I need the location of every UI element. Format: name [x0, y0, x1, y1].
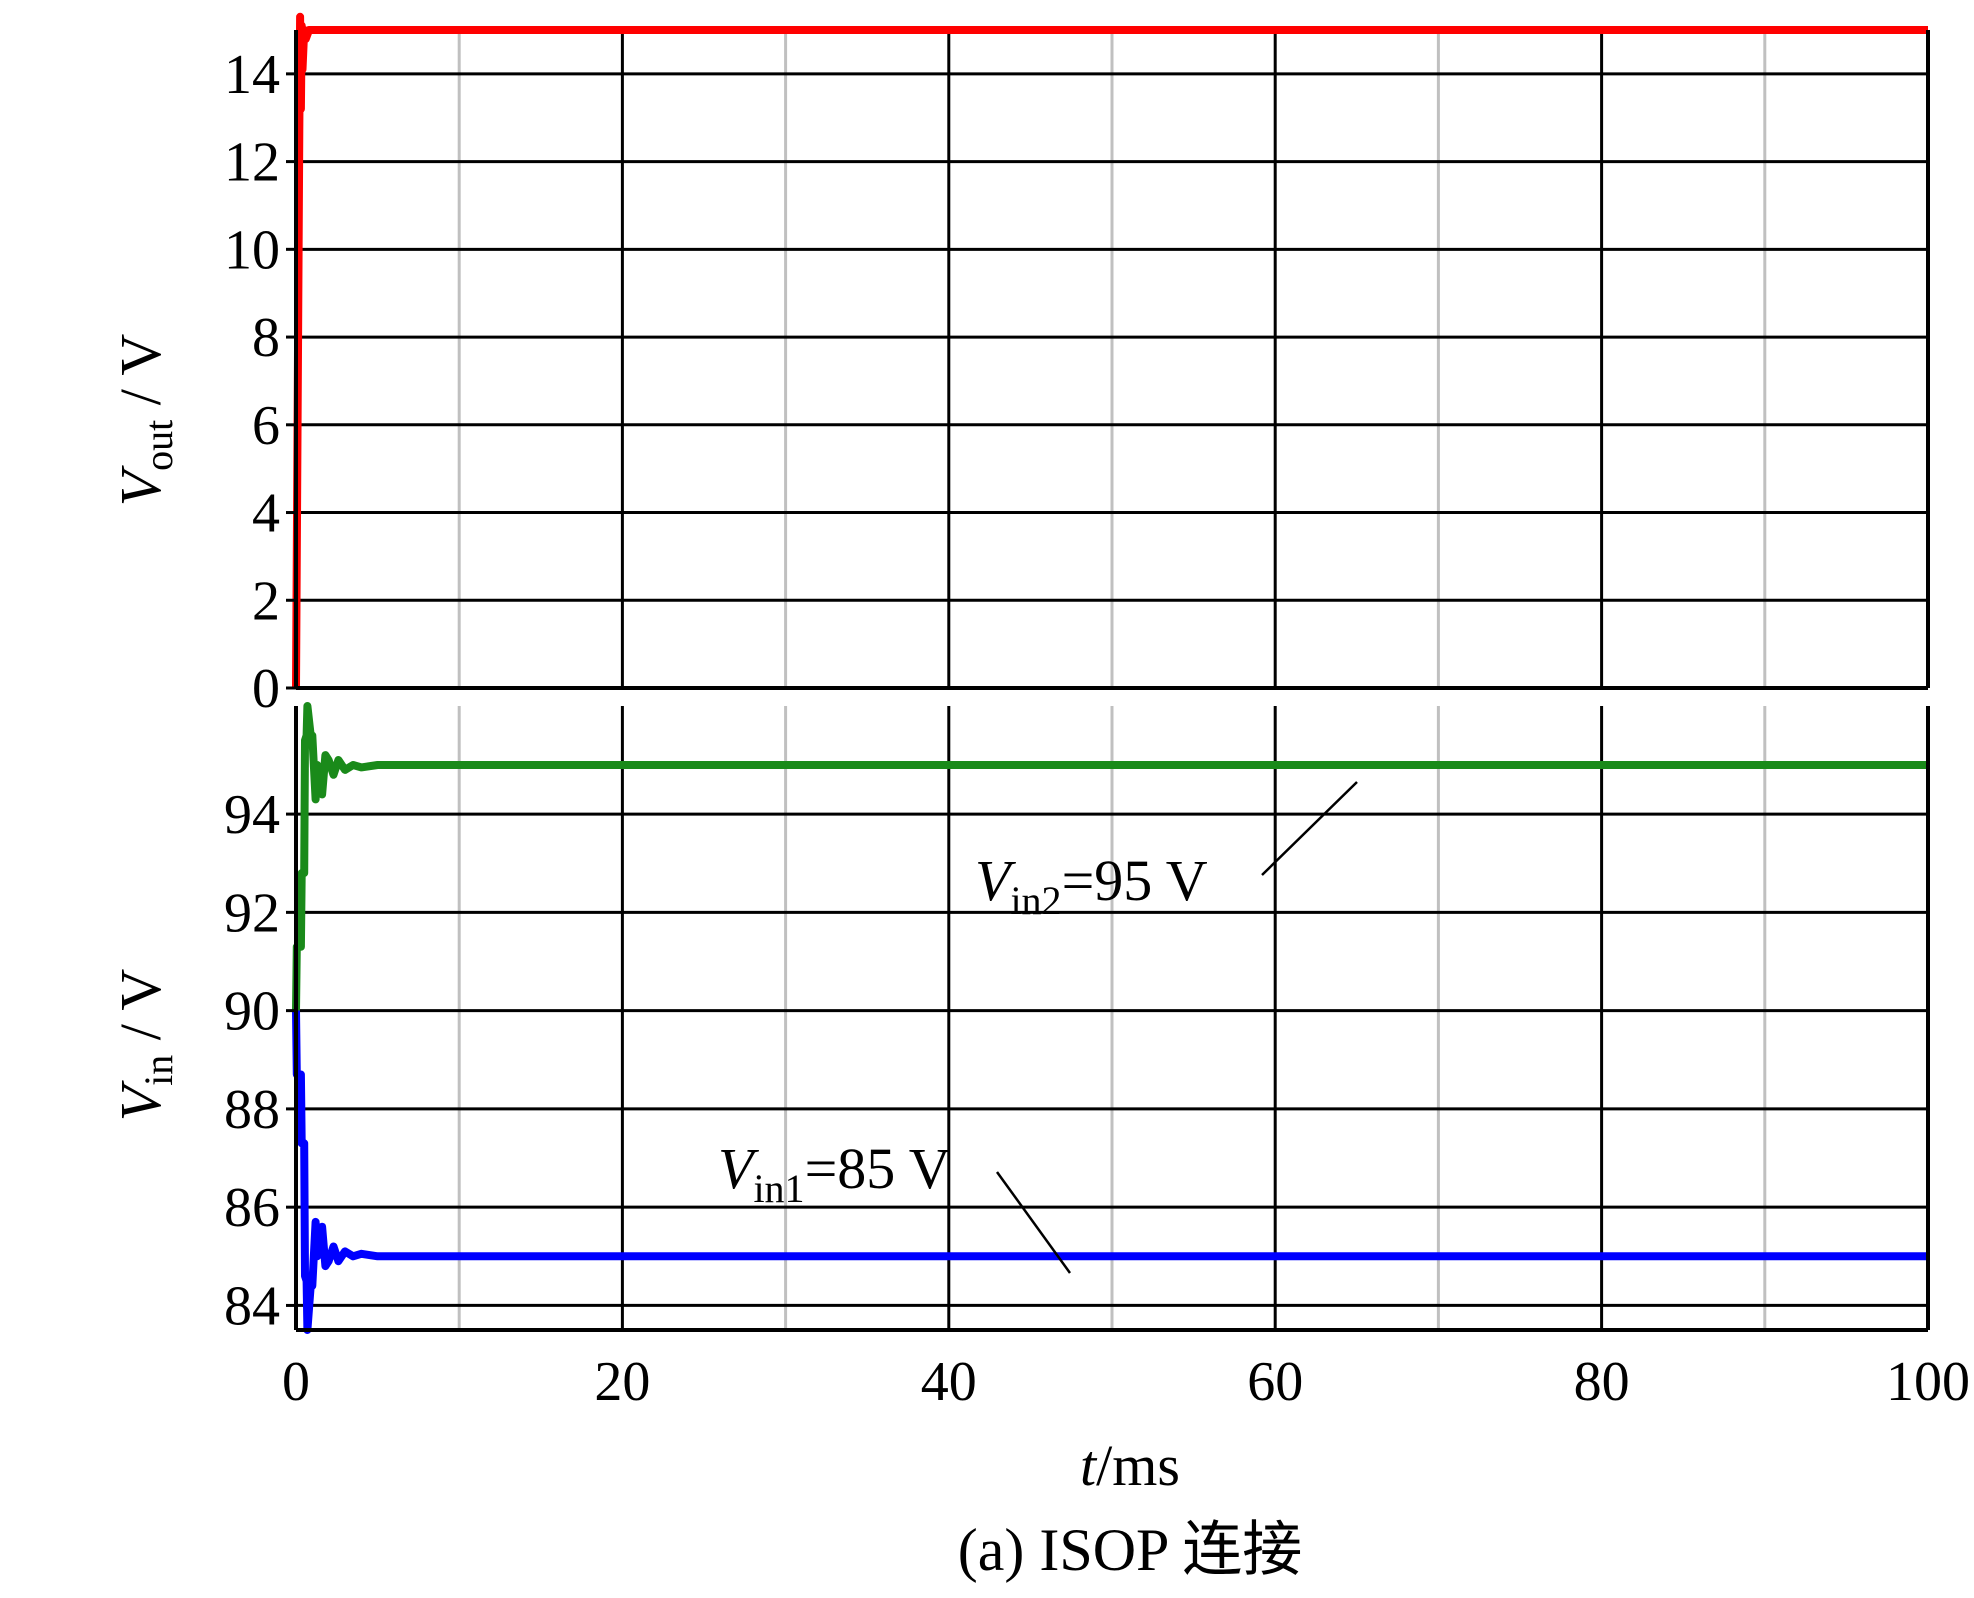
- y-tick-label: 90: [224, 981, 280, 1043]
- y-tick-label: 8: [252, 307, 280, 369]
- bottom-ylabel: Vin / V: [108, 969, 181, 1122]
- y-tick-label: 2: [252, 570, 280, 632]
- tick-layer: 0 2 4 6 8 10 12 14 84 86 88 90 92 94 0 20 40 60 80 100: [224, 44, 1970, 1413]
- y-tick-label: 92: [224, 882, 280, 944]
- y-tick-label: 10: [224, 219, 280, 281]
- x-axis-label: t/ms: [1080, 1433, 1180, 1498]
- y-tick-label: 86: [224, 1177, 280, 1239]
- x-tick-label: 0: [282, 1351, 310, 1413]
- vin2-leader-line: [1261, 781, 1358, 876]
- series-line-vout: [292, 12, 1928, 689]
- vin1-annotation: Vin1=85 V: [718, 1136, 951, 1211]
- vin2-annotation: Vin2=95 V: [975, 848, 1208, 923]
- figure-caption: (a) ISOP 连接: [958, 1517, 1302, 1583]
- y-tick-label: 4: [252, 483, 280, 545]
- x-tick-label: 60: [1247, 1351, 1303, 1413]
- y-tick-label: 14: [224, 44, 280, 106]
- series-line-vin1: [292, 1010, 1928, 1334]
- y-tick-label: 12: [224, 132, 280, 194]
- top-ylabel: Vout / V: [108, 334, 181, 507]
- x-tick-label: 20: [594, 1351, 650, 1413]
- y-tick-label: 84: [224, 1275, 280, 1337]
- series-line-vin2: [292, 702, 1928, 1011]
- axes-layer: [294, 30, 1930, 1332]
- series-layer: [292, 12, 1928, 1334]
- x-tick-label: 100: [1886, 1351, 1970, 1413]
- x-tick-label: 80: [1574, 1351, 1630, 1413]
- y-tick-label: 94: [224, 784, 280, 846]
- y-tick-label: 88: [224, 1079, 280, 1141]
- vin1-leader-line: [995, 1171, 1072, 1274]
- x-tick-label: 40: [921, 1351, 977, 1413]
- grid-layer: [296, 30, 1928, 1330]
- y-tick-label: 0: [252, 658, 280, 720]
- y-tick-label: 6: [252, 395, 280, 457]
